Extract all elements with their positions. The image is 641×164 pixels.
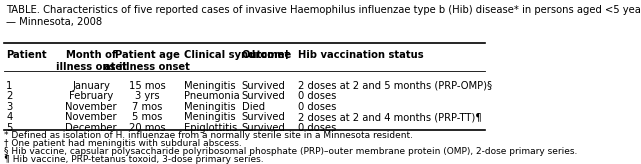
- Text: February: February: [69, 91, 113, 101]
- Text: November: November: [65, 112, 117, 122]
- Text: Epiglottitis: Epiglottitis: [183, 123, 237, 133]
- Text: Meningitis: Meningitis: [183, 112, 235, 122]
- Text: 0 doses: 0 doses: [297, 102, 336, 112]
- Text: January: January: [72, 81, 110, 91]
- Text: Meningitis: Meningitis: [183, 81, 235, 91]
- Text: 15 mos: 15 mos: [129, 81, 165, 91]
- Text: * Defined as isolation of H. influenzae from a normally sterile site in a Minnes: * Defined as isolation of H. influenzae …: [4, 131, 413, 140]
- Text: Survived: Survived: [242, 123, 286, 133]
- Text: 3 yrs: 3 yrs: [135, 91, 160, 101]
- Text: 1: 1: [6, 81, 13, 91]
- Text: Pneumonia: Pneumonia: [183, 91, 239, 101]
- Text: 3: 3: [6, 102, 12, 112]
- Text: 20 mos: 20 mos: [129, 123, 165, 133]
- Text: § Hib vaccine, capsular polysaccharide polyribosomal phosphate (PRP)–outer membr: § Hib vaccine, capsular polysaccharide p…: [4, 147, 577, 156]
- Text: Clinical syndrome†: Clinical syndrome†: [183, 50, 289, 60]
- Text: TABLE. Characteristics of five reported cases of invasive Haemophilus influenzae: TABLE. Characteristics of five reported …: [6, 5, 641, 27]
- Text: 0 doses: 0 doses: [297, 91, 336, 101]
- Text: Meningitis: Meningitis: [183, 102, 235, 112]
- Text: ¶ Hib vaccine, PRP-tetanus toxoid, 3-dose primary series.: ¶ Hib vaccine, PRP-tetanus toxoid, 3-dos…: [4, 155, 263, 164]
- Text: November: November: [65, 102, 117, 112]
- Text: Patient: Patient: [6, 50, 47, 60]
- Text: 2: 2: [6, 91, 13, 101]
- Text: 2 doses at 2 and 5 months (PRP-OMP)§: 2 doses at 2 and 5 months (PRP-OMP)§: [297, 81, 492, 91]
- Text: 2 doses at 2 and 4 months (PRP-TT)¶: 2 doses at 2 and 4 months (PRP-TT)¶: [297, 112, 481, 122]
- Text: 0 doses: 0 doses: [297, 123, 336, 133]
- Text: Survived: Survived: [242, 112, 286, 122]
- Text: 5: 5: [6, 123, 13, 133]
- Text: Died: Died: [242, 102, 265, 112]
- Text: December: December: [65, 123, 117, 133]
- Text: Hib vaccination status: Hib vaccination status: [297, 50, 423, 60]
- Text: 4: 4: [6, 112, 12, 122]
- Text: 7 mos: 7 mos: [132, 102, 162, 112]
- Text: Month of
illness onset: Month of illness onset: [56, 50, 127, 72]
- Text: † One patient had meningitis with subdural abscess.: † One patient had meningitis with subdur…: [4, 139, 242, 148]
- Text: Patient age
at illness onset: Patient age at illness onset: [104, 50, 190, 72]
- Text: Survived: Survived: [242, 81, 286, 91]
- Text: Outcome: Outcome: [242, 50, 292, 60]
- Text: Survived: Survived: [242, 91, 286, 101]
- Text: 5 mos: 5 mos: [132, 112, 162, 122]
